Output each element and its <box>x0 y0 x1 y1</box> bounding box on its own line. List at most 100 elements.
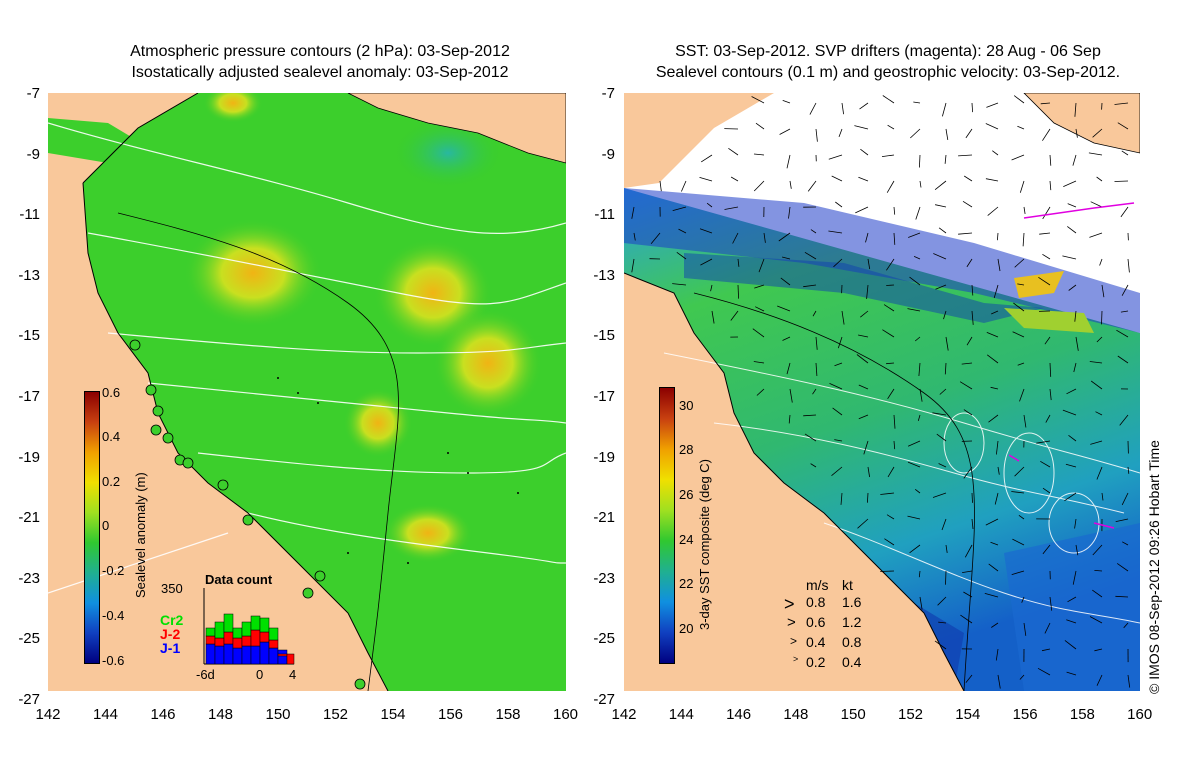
velocity-vector <box>1021 596 1025 603</box>
velocity-vector <box>958 232 973 235</box>
left-x-tick: 150 <box>265 706 291 723</box>
velocity-vector <box>789 180 792 189</box>
velocity-vector <box>754 284 765 289</box>
velocity-vector <box>782 100 791 104</box>
velocity-vector <box>1019 674 1025 680</box>
velocity-vector <box>934 180 947 191</box>
velocity-vector <box>986 354 999 364</box>
velocity-vector <box>786 154 791 169</box>
velocity-vector <box>971 492 973 503</box>
left-y-tick: -25 <box>18 630 40 648</box>
velocity-vector <box>1119 414 1129 426</box>
right-y-tick: -27 <box>593 691 615 708</box>
velocity-vector <box>1018 514 1025 520</box>
velocity-vector <box>1127 674 1131 688</box>
velocity-vector <box>883 304 895 312</box>
right-x-tick: 160 <box>1127 706 1153 723</box>
right-map[interactable] <box>624 93 1140 691</box>
left-title-line1: Atmospheric pressure contours (2 hPa): 0… <box>130 43 510 60</box>
velocity-vector <box>1074 518 1077 529</box>
velocity-vector <box>815 336 818 350</box>
left-map[interactable] <box>48 93 566 691</box>
velocity-vector <box>1090 201 1103 208</box>
velocity-ms-value: 0.2 <box>806 654 826 670</box>
velocity-vector <box>1011 491 1025 494</box>
velocity-vector <box>995 648 999 661</box>
velocity-vector <box>887 124 895 130</box>
left-cb-tick-2: 0.2 <box>102 474 121 489</box>
right-y-tick: -7 <box>601 85 615 102</box>
velocity-vector <box>1101 310 1103 325</box>
data-count-xtick-0: -6d <box>196 667 215 682</box>
velocity-vector <box>880 570 895 572</box>
velocity-vector <box>1019 180 1025 193</box>
left-y-tick: -15 <box>18 327 40 345</box>
velocity-vector <box>840 492 843 505</box>
data-count-xtick-1: 0 <box>256 667 264 682</box>
velocity-vector <box>1089 361 1103 364</box>
velocity-vector <box>681 180 687 192</box>
velocity-vector <box>1049 596 1053 611</box>
velocity-vector <box>755 306 765 312</box>
velocity-vector <box>963 466 973 479</box>
velocity-vector <box>886 258 895 271</box>
velocity-vector <box>1073 362 1077 373</box>
velocity-vector <box>831 466 843 477</box>
velocity-vector <box>1121 492 1129 506</box>
series-label-cr2: Cr2 <box>160 612 184 628</box>
velocity-vector <box>971 310 974 325</box>
right-y-tick: -25 <box>593 630 615 648</box>
velocity-vector <box>1040 102 1051 105</box>
right-cb-tick-3: 24 <box>679 532 694 547</box>
velocity-vector <box>857 518 869 529</box>
velocity-vector <box>732 232 739 244</box>
right-x-tick: 148 <box>783 706 809 723</box>
velocity-vector <box>945 570 947 585</box>
velocity-vector <box>907 461 921 468</box>
velocity-vector <box>699 228 713 234</box>
velocity-vector <box>993 284 999 299</box>
velocity-kt-value: 1.6 <box>842 594 862 610</box>
velocity-vector <box>1114 180 1129 182</box>
velocity-vector <box>863 440 869 455</box>
velocity-vector <box>880 492 895 495</box>
left-x-tick: 152 <box>322 706 349 723</box>
velocity-vector <box>828 154 843 160</box>
velocity-vector <box>991 310 999 315</box>
velocity-vector <box>933 253 947 260</box>
velocity-vector <box>841 310 845 325</box>
velocity-vector <box>1041 648 1051 652</box>
velocity-vector <box>786 362 791 375</box>
velocity-vector <box>1068 434 1077 442</box>
velocity-vector <box>730 176 739 182</box>
velocity-vector <box>1045 414 1051 423</box>
velocity-vector <box>893 440 896 450</box>
right-x-tick: 146 <box>726 706 752 723</box>
left-y-tick: -9 <box>26 145 40 163</box>
velocity-vector <box>730 310 739 321</box>
velocity-vector <box>1014 258 1025 268</box>
velocity-vector <box>1075 336 1079 351</box>
velocity-vector <box>945 336 949 351</box>
velocity-vector <box>859 102 869 110</box>
velocity-vector <box>945 544 948 553</box>
velocity-vector <box>1014 466 1025 477</box>
velocity-vector <box>988 414 999 423</box>
velocity-vector <box>1090 440 1103 445</box>
velocity-vector <box>706 202 713 208</box>
velocity-vector <box>809 102 817 115</box>
right-cb-tick-1: 28 <box>679 442 694 457</box>
velocity-vector <box>815 362 818 377</box>
right-cb-title: 3-day SST composite (deg C) <box>697 459 712 630</box>
velocity-vector <box>934 640 947 650</box>
velocity-vector <box>1044 622 1051 634</box>
velocity-vector <box>837 336 843 349</box>
velocity-vector <box>699 177 713 182</box>
velocity-vector <box>803 284 817 288</box>
velocity-vector <box>700 258 713 266</box>
series-label-j2: J-2 <box>160 626 181 642</box>
velocity-vector <box>919 180 922 188</box>
velocity-vector <box>858 414 869 420</box>
right-x-tick: 156 <box>1012 706 1038 723</box>
velocity-vector <box>917 414 921 422</box>
